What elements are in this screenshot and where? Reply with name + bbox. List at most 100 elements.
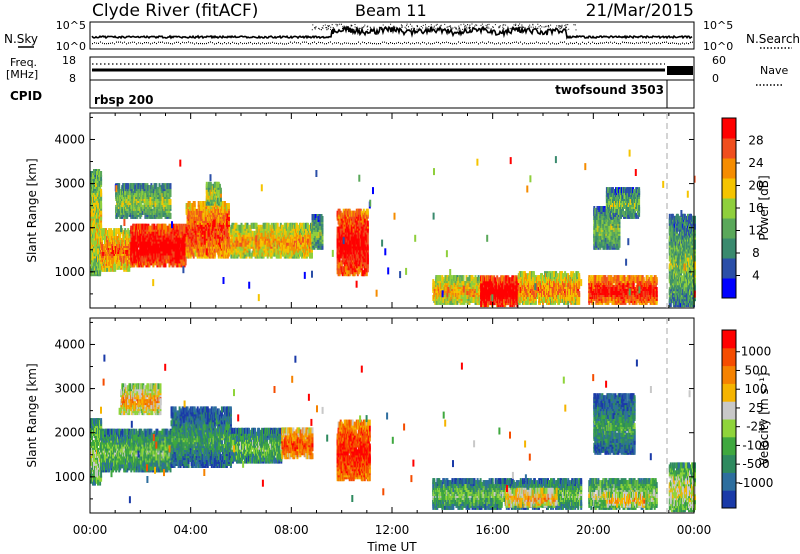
data-cell	[350, 224, 353, 231]
data-cell	[92, 258, 94, 265]
data-cell	[193, 246, 196, 253]
data-cell	[112, 263, 115, 270]
nsky-traces	[91, 23, 693, 45]
date-label: 21/Mar/2015	[586, 1, 694, 21]
data-cell	[93, 230, 95, 237]
data-cell	[227, 203, 230, 209]
data-cell	[167, 183, 170, 190]
data-cell	[218, 183, 221, 190]
data-cell	[277, 226, 280, 233]
data-cell	[97, 216, 99, 223]
data-region	[336, 208, 369, 277]
data-cell	[308, 246, 311, 253]
data-cell	[353, 238, 356, 245]
data-cell	[152, 261, 155, 268]
nave-tick-top: 60	[712, 54, 726, 67]
data-cell	[353, 210, 356, 217]
data-cell	[106, 251, 109, 258]
data-cell	[155, 183, 158, 190]
data-cell	[118, 183, 121, 190]
nsearch-label: N.Search	[746, 32, 800, 46]
data-cell	[353, 256, 356, 263]
data-cell	[493, 289, 496, 296]
data-cell	[97, 169, 99, 175]
data-cell	[293, 246, 296, 253]
data-region	[480, 275, 520, 308]
data-cell	[232, 232, 235, 239]
data-cell	[490, 279, 493, 286]
data-cell	[169, 203, 172, 209]
data-cell	[142, 204, 145, 211]
data-cell	[279, 252, 282, 259]
data-cell	[135, 241, 138, 248]
data-cell	[112, 232, 115, 239]
data-cell	[164, 183, 167, 190]
data-cell	[142, 249, 145, 256]
station-title: Clyde River (fitACF)	[92, 1, 258, 21]
data-cell	[505, 275, 508, 282]
data-cell	[459, 275, 462, 282]
data-cell	[366, 250, 369, 257]
data-cell	[227, 250, 230, 257]
data-cell	[260, 242, 263, 249]
data-cell	[366, 208, 369, 215]
data-cell	[202, 210, 205, 217]
data-cell	[247, 238, 250, 245]
data-cell	[100, 208, 103, 215]
data-cell	[97, 202, 99, 209]
freq-trace-twofsound	[667, 66, 693, 75]
data-cell	[97, 222, 99, 229]
data-cell	[311, 232, 313, 239]
data-cell	[106, 265, 109, 272]
data-cell	[94, 240, 96, 247]
data-cell	[100, 188, 103, 195]
data-cell	[184, 223, 187, 230]
data-cell	[202, 206, 205, 213]
data-cell	[338, 216, 341, 223]
data-cell	[119, 234, 122, 241]
data-cell	[127, 228, 130, 235]
data-cell	[125, 255, 128, 262]
data-cell	[444, 285, 447, 291]
data-cell	[259, 236, 262, 243]
data-cell	[474, 275, 477, 282]
data-cell	[217, 214, 220, 221]
data-cell	[157, 210, 160, 217]
data-cell	[366, 254, 369, 261]
data-cell	[184, 259, 187, 266]
data-cell	[350, 262, 353, 269]
data-cell	[97, 268, 99, 275]
data-cell	[109, 253, 112, 260]
cpid-segment-twofsound: twofsound 3503	[555, 83, 664, 97]
data-cell	[213, 246, 216, 253]
data-cell	[202, 240, 205, 247]
data-cell	[311, 252, 313, 259]
data-cell	[100, 174, 103, 181]
data-cell	[353, 250, 356, 257]
data-cell	[474, 296, 477, 303]
data-cell	[172, 223, 175, 230]
data-cell	[96, 198, 98, 205]
data-cell	[264, 250, 267, 257]
data-cell	[232, 244, 235, 251]
cpid-panel-frame	[89, 79, 695, 109]
data-cell	[197, 201, 200, 207]
beam-label: Beam 11	[355, 1, 427, 20]
data-cell	[126, 212, 129, 219]
data-cell	[474, 279, 477, 286]
data-cell	[353, 232, 356, 239]
data-cell	[460, 289, 463, 295]
data-cell	[142, 197, 145, 203]
data-cell	[201, 236, 204, 243]
data-cell	[202, 201, 205, 207]
data-cell	[353, 228, 356, 235]
data-cell	[158, 223, 161, 230]
data-cell	[100, 198, 103, 205]
data-cell	[351, 266, 354, 273]
data-cell	[490, 295, 493, 302]
data-cell	[255, 222, 258, 229]
data-cell	[338, 240, 341, 247]
data-cell	[293, 240, 296, 247]
data-cell	[112, 246, 115, 252]
